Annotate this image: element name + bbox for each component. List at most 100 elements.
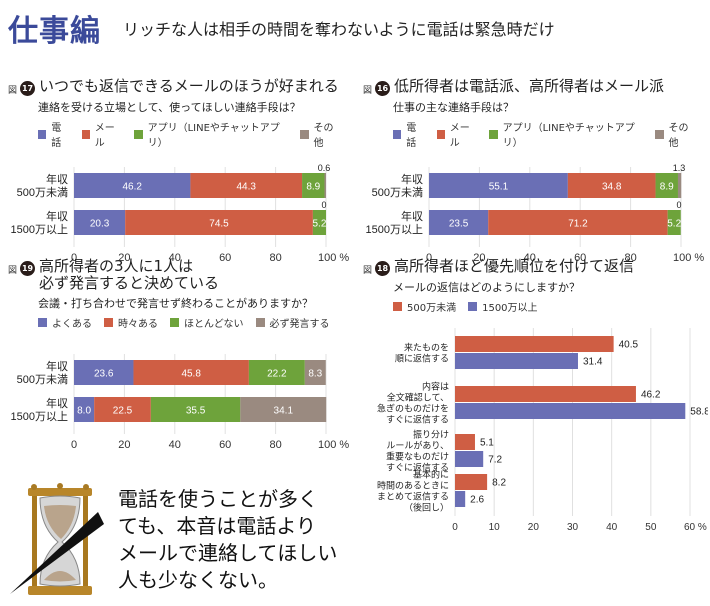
bar — [455, 434, 475, 450]
outside-data-label: 1.3 — [673, 163, 686, 173]
figure-number-badge: 16 — [375, 81, 391, 96]
bar — [455, 336, 614, 352]
bar-segment — [240, 397, 327, 422]
legend-swatch — [300, 129, 309, 139]
chart-title: いつでも返信できるメールのほうが好まれる — [39, 77, 339, 95]
x-tick-label: 40 — [169, 252, 181, 264]
bar — [455, 386, 636, 402]
legend-item: 電話 — [38, 119, 70, 149]
x-tick-label: 20 — [118, 439, 130, 451]
data-label: 8.9 — [660, 182, 674, 193]
category-label: 年収 500万未満 — [17, 359, 68, 386]
legend-label: 1500万以上 — [482, 303, 538, 314]
data-label: 8.2 — [492, 478, 506, 489]
outside-data-label: 0 — [321, 200, 326, 210]
x-tick-label: 50 — [645, 522, 657, 533]
legend-item: 必ず発言する — [255, 315, 330, 330]
category-label: 内容は全文確認して、急ぎのものだけをすぐに返信する — [377, 381, 449, 425]
legend-item: ほとんどない — [170, 315, 244, 330]
legend-swatch — [255, 318, 265, 327]
bar-segment — [150, 397, 241, 422]
bar-segment — [304, 360, 326, 385]
legend-label: 電話 — [51, 123, 62, 149]
category-label: 年収 500万未満 — [17, 172, 68, 199]
bar — [455, 451, 484, 467]
chart-title: 高所得者ほど優先順位を付けて返信 — [394, 257, 635, 275]
legend-item: 電話 — [393, 119, 425, 149]
stacked-bar-chart: 0 20 40 60 80 100 % 年収 500万未満 46.2 44.3 8.9 0.6 年収 15… — [11, 163, 350, 264]
hourglass-bottom-plate — [28, 586, 92, 595]
legend-item: 500万未満 — [393, 299, 456, 314]
category-label: 振り分けルールがあり、重要なものだけすぐに返信する — [386, 429, 449, 473]
page-header: 仕事編 リッチな人は相手の時間を奪わないように電話は緊急時だけ — [8, 8, 555, 49]
slash-mark — [10, 512, 104, 594]
x-tick-label: 40 — [169, 439, 181, 451]
legend-swatch — [170, 318, 179, 327]
category-label: 基本的に時間のあるときにまとめて返信する（後回し） — [377, 469, 449, 513]
hourglass-illustration — [10, 483, 104, 595]
x-tick-label: 0 — [452, 522, 458, 533]
data-label: 45.8 — [181, 369, 201, 380]
x-tick-label: 60 — [219, 439, 231, 451]
legend-item: よくある — [38, 315, 92, 330]
bar — [455, 353, 578, 369]
figure-number-badge: 19 — [20, 261, 36, 276]
figure-label: 図 — [363, 86, 373, 96]
data-label: 71.2 — [568, 219, 588, 230]
bar-segment — [324, 173, 326, 198]
page-title: 仕事編 — [8, 14, 101, 49]
x-tick-label: 60 — [219, 252, 231, 264]
data-label: 2.6 — [470, 495, 484, 506]
legend-item: 時々ある — [104, 315, 158, 330]
figure-label: 図 — [363, 266, 373, 276]
legend-label: アプリ（LINEやチャットアプリ） — [502, 123, 635, 149]
legend-item: アプリ（LINEやチャットアプリ） — [134, 119, 288, 149]
figure-number-badge: 18 — [375, 261, 391, 276]
legend-swatch — [489, 129, 498, 139]
x-tick-label: 0 — [426, 252, 432, 264]
data-label: 44.3 — [237, 182, 257, 193]
data-label: 46.2 — [641, 390, 661, 401]
data-label: 7.2 — [488, 455, 502, 466]
figure-16-panel: 図 16 低所得者は電話派、高所得者はメール派 仕事の主な連絡手段は？ 電話 メー… — [363, 78, 708, 283]
bar-segment — [488, 210, 668, 235]
legend-item: メール — [436, 119, 478, 149]
x-tick-label: 0 — [71, 252, 77, 264]
legend-item: 1500万以上 — [468, 299, 538, 314]
x-tick-label: 0 — [71, 439, 77, 451]
figure-label: 図 — [8, 86, 18, 96]
data-label: 8.9 — [306, 182, 320, 193]
figure-number-badge: 17 — [20, 81, 36, 96]
quote-text: 電話を使うことが多く ても、本音は電話より メールで連絡してほしい 人も少なくな… — [118, 487, 338, 592]
bar-segment — [248, 360, 305, 385]
bar-segment — [190, 173, 303, 198]
data-label: 23.5 — [449, 219, 469, 230]
category-label: 年収 1500万以上 — [11, 396, 68, 423]
bar-segment — [74, 360, 134, 385]
chart-question: 仕事の主な連絡手段は？ — [393, 101, 514, 114]
stacked-bar-chart: 0 20 40 60 80 100 % 年収 500万未満 55.1 34.8 8.9 1.3 年収 15… — [366, 163, 705, 264]
data-label: 58.8 — [690, 407, 708, 418]
bar-segment — [667, 210, 681, 235]
data-label: 46.2 — [122, 182, 142, 193]
data-label: 22.5 — [113, 406, 133, 417]
legend-swatch — [134, 129, 143, 139]
data-label: 8.0 — [77, 406, 91, 417]
chart-question: メールの返信はどのようにしますか？ — [393, 281, 580, 294]
legend-item: アプリ（LINEやチャットアプリ） — [489, 119, 643, 149]
hourglass-top-plate — [28, 488, 92, 496]
bar-segment — [302, 173, 325, 198]
x-tick-label: 30 — [567, 522, 579, 533]
bar-segment — [133, 360, 249, 385]
legend-label: 電話 — [406, 123, 417, 149]
chart-title: 低所得者は電話派、高所得者はメール派 — [394, 77, 665, 95]
x-tick-label: 20 — [118, 252, 130, 264]
legend-label: アプリ（LINEやチャットアプリ） — [147, 123, 280, 149]
figure-19-panel: 図 19 高所得者の3人に1人は 必ず発言すると決めている 会議・打ち合わせで発… — [8, 258, 353, 469]
outside-data-label: 0.6 — [318, 163, 331, 173]
data-label: 34.8 — [602, 182, 622, 193]
bar-segment — [567, 173, 656, 198]
category-label: 年収 1500万以上 — [366, 209, 423, 236]
bar-segment — [429, 173, 568, 198]
legend-label: ほとんどない — [184, 319, 244, 330]
